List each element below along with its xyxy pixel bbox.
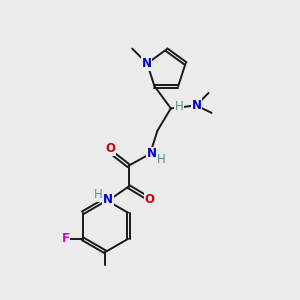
Text: O: O bbox=[105, 142, 115, 155]
Text: H: H bbox=[175, 100, 184, 113]
Text: H: H bbox=[157, 153, 166, 166]
Text: H: H bbox=[94, 188, 102, 201]
Text: N: N bbox=[146, 147, 157, 161]
Text: O: O bbox=[144, 194, 154, 206]
Text: N: N bbox=[142, 57, 152, 70]
Text: N: N bbox=[103, 194, 113, 206]
Text: F: F bbox=[61, 232, 70, 245]
Text: N: N bbox=[192, 99, 202, 112]
